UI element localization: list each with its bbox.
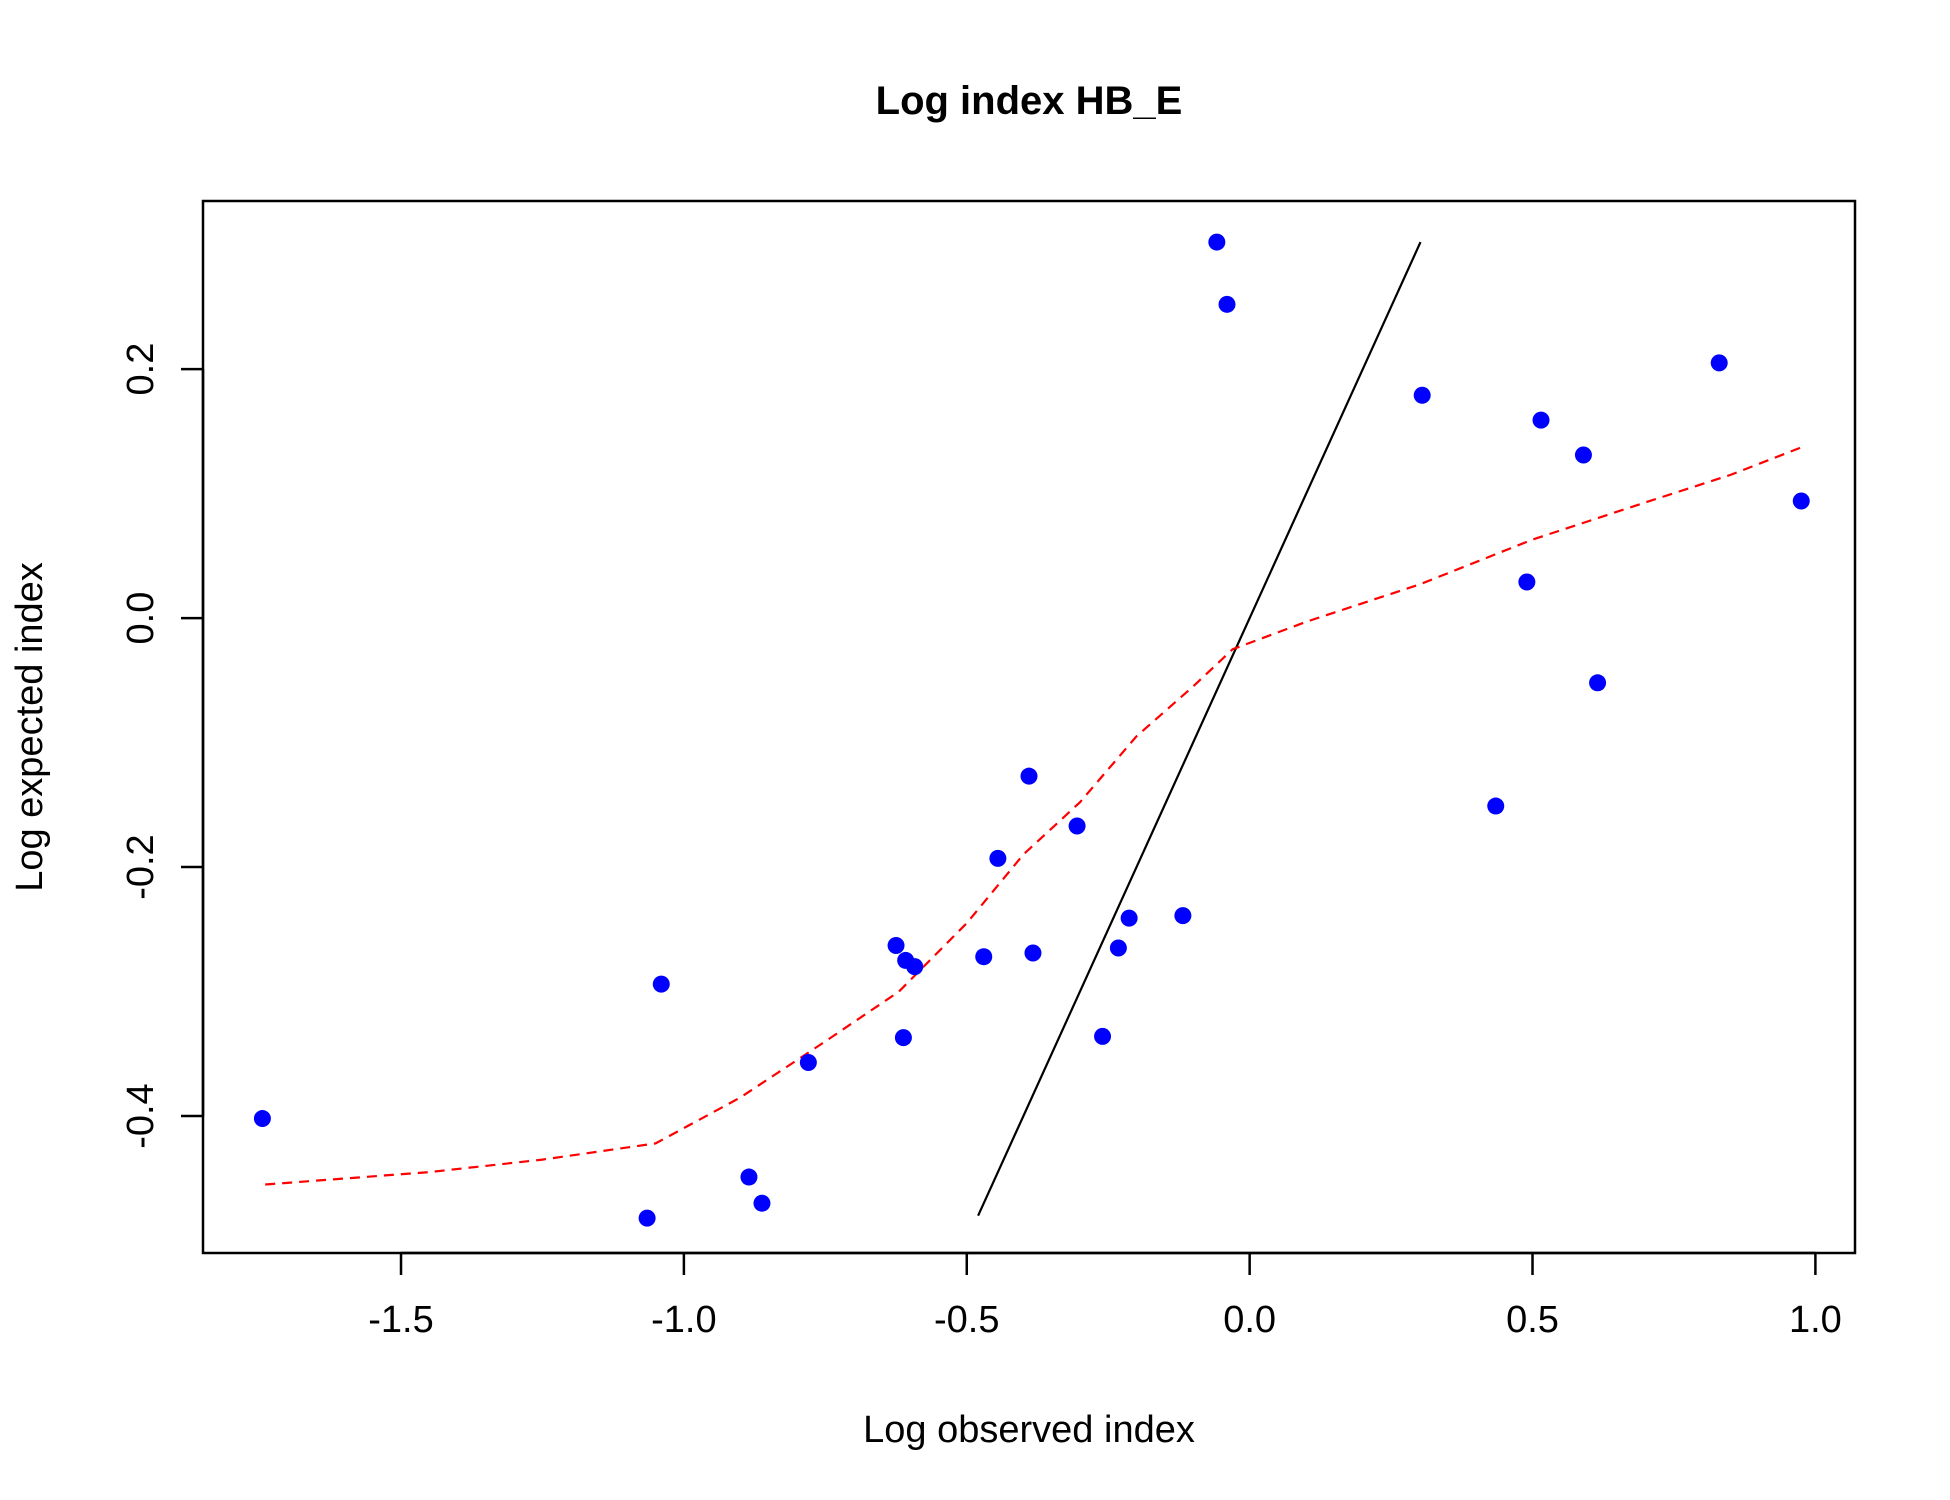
x-tick-label: 1.0 [1789, 1299, 1842, 1341]
data-point [253, 1110, 271, 1128]
data-point [989, 849, 1007, 867]
data-point [1024, 944, 1042, 962]
y-tick-label: -0.4 [120, 1083, 162, 1148]
data-point [1120, 909, 1138, 927]
data-point [1174, 907, 1192, 925]
chart-title: Log index HB_E [876, 79, 1183, 123]
data-point [1109, 939, 1127, 957]
data-point [887, 936, 905, 954]
y-tick-label: -0.2 [120, 834, 162, 899]
data-point [906, 958, 924, 976]
data-point [740, 1168, 758, 1186]
y-tick-label: 0.2 [120, 343, 162, 396]
data-point [1020, 767, 1038, 785]
x-tick-label: 0.5 [1506, 1299, 1559, 1341]
data-point [1589, 674, 1607, 692]
plot-area [253, 233, 1810, 1227]
x-axis-label: Log observed index [863, 1409, 1195, 1451]
data-point [975, 948, 993, 966]
y-axis-label: Log expected index [9, 562, 51, 892]
data-point [1574, 446, 1592, 464]
x-tick-label: -0.5 [934, 1299, 999, 1341]
y-axis: -0.4 -0.2 0.0 0.2 [120, 343, 205, 1149]
x-tick-label: -1.0 [651, 1299, 716, 1341]
data-point [638, 1209, 656, 1227]
x-tick-label: 0.0 [1223, 1299, 1276, 1341]
x-axis: -1.5 -1.0 -0.5 0.0 0.5 1.0 [368, 1251, 1842, 1341]
data-point [1532, 411, 1550, 429]
data-point [1218, 295, 1236, 313]
smooth-trend-line [265, 445, 1805, 1186]
data-point [1413, 386, 1431, 404]
data-point [1208, 233, 1226, 251]
reference-line [977, 241, 1422, 1217]
y-tick-label: 0.0 [120, 592, 162, 645]
data-point [1068, 817, 1086, 835]
data-point [1094, 1027, 1112, 1045]
data-point [753, 1194, 771, 1212]
data-point [1792, 492, 1810, 510]
x-tick-label: -1.5 [368, 1299, 433, 1341]
data-point [894, 1029, 912, 1047]
data-point [652, 975, 670, 993]
data-point [1710, 354, 1728, 372]
data-point [799, 1054, 817, 1072]
data-point [1518, 573, 1536, 591]
data-point [1487, 797, 1505, 815]
